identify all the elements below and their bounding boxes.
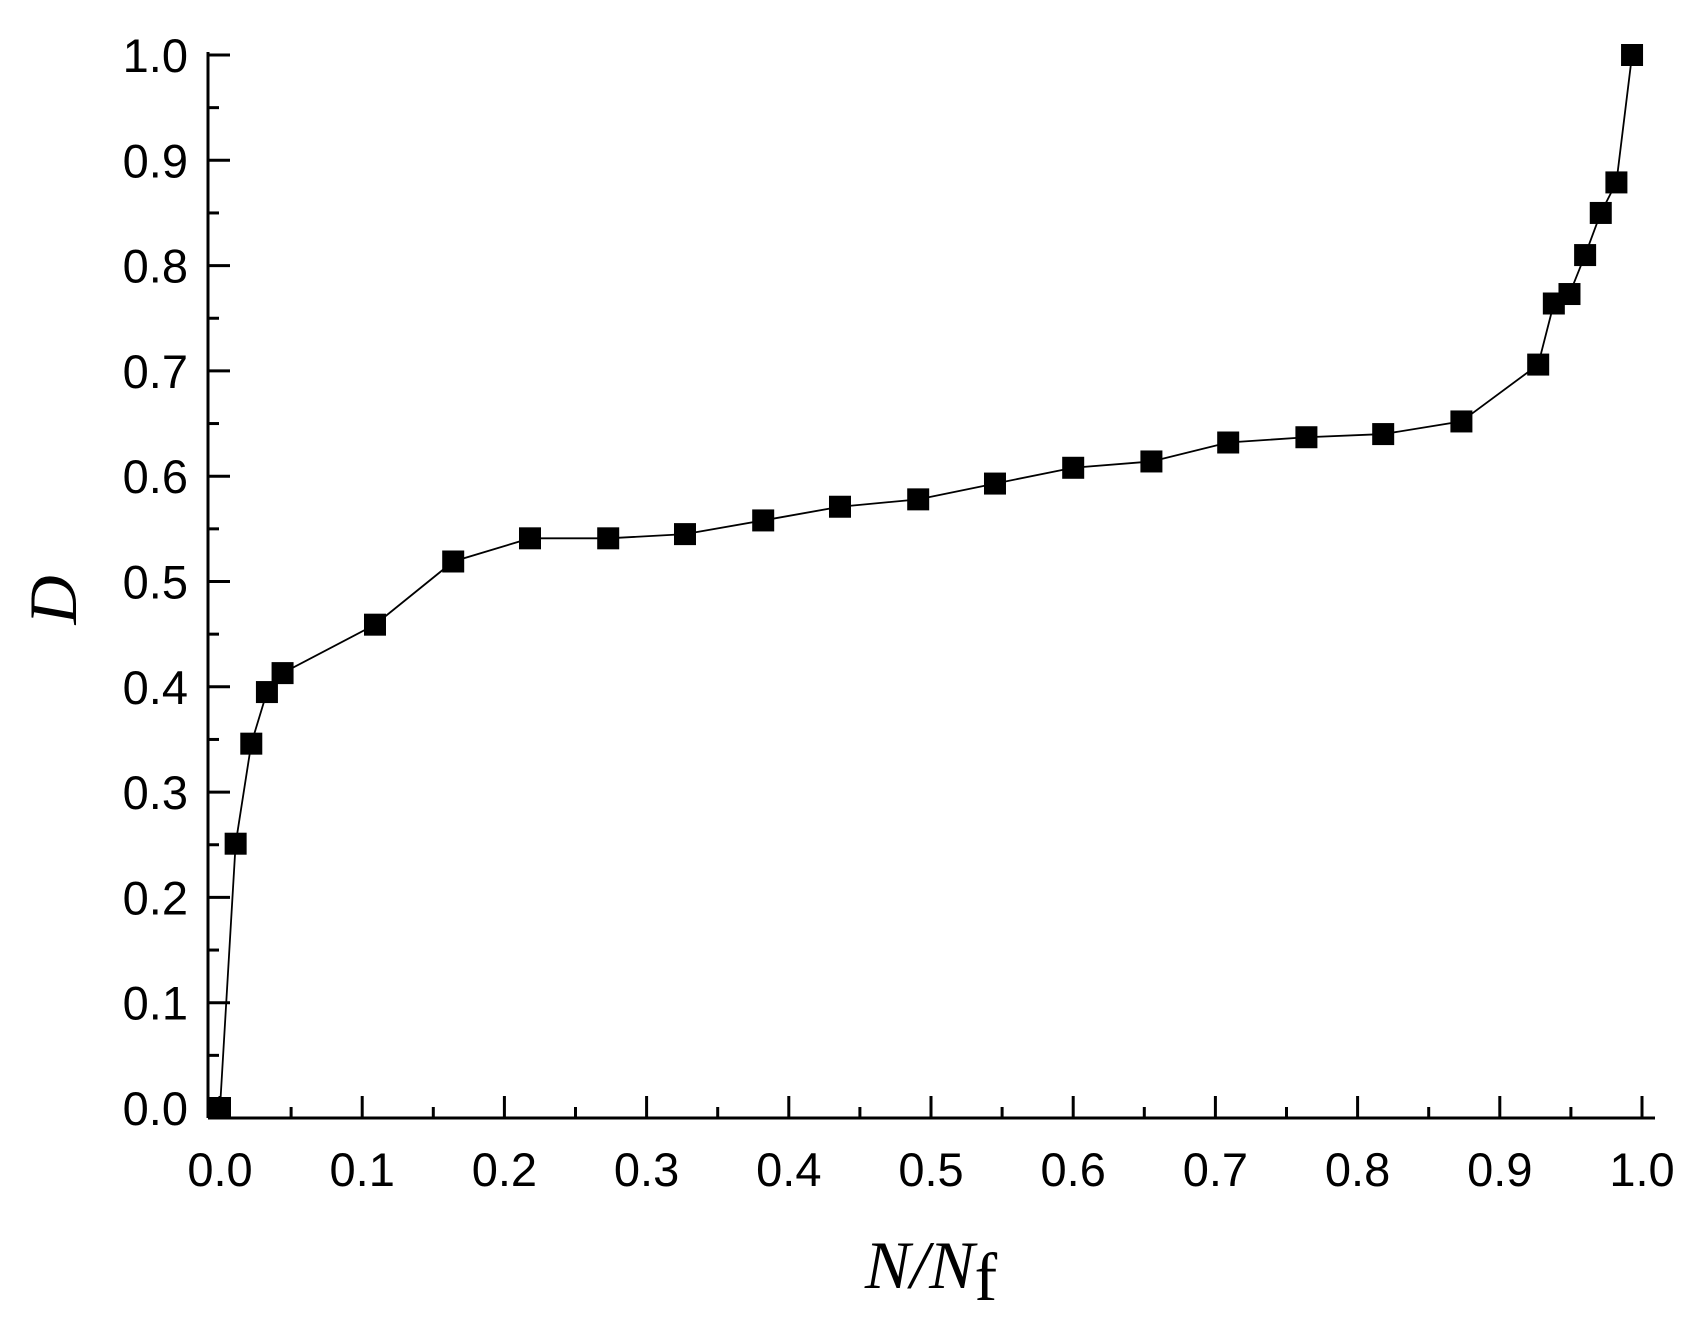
data-point — [1574, 244, 1597, 267]
y-tick-label: 0.7 — [123, 345, 188, 398]
data-point — [1527, 353, 1550, 376]
data-point — [1062, 456, 1085, 479]
data-point — [363, 613, 386, 636]
y-tick-label: 1.0 — [123, 29, 188, 82]
y-tick-label: 0.6 — [123, 450, 188, 503]
data-point — [1589, 201, 1612, 224]
y-tick-label: 0.4 — [123, 661, 188, 714]
data-point — [983, 472, 1006, 495]
data-point — [907, 488, 930, 511]
y-tick-label: 0.2 — [123, 871, 188, 924]
series-line — [219, 54, 1633, 1109]
data-point — [752, 509, 775, 532]
x-tick-label: 0.0 — [187, 1143, 252, 1196]
x-tick-label: 0.8 — [1325, 1143, 1390, 1196]
data-series — [209, 44, 1644, 1119]
x-tick-label: 0.9 — [1467, 1143, 1532, 1196]
y-tick-label: 0.0 — [123, 1082, 188, 1135]
x-tick-label: 0.5 — [898, 1143, 963, 1196]
x-tick-label: 0.4 — [756, 1143, 821, 1196]
data-point — [442, 550, 465, 573]
x-axis-title-sub: f — [974, 1239, 997, 1315]
data-point — [1558, 283, 1581, 306]
x-tick-label: 1.0 — [1609, 1143, 1674, 1196]
data-point — [1140, 450, 1163, 473]
x-axis-title: N/Nf — [864, 1227, 998, 1315]
x-tick-label: 0.2 — [472, 1143, 537, 1196]
y-tick-label: 0.1 — [123, 977, 188, 1030]
data-point — [828, 495, 851, 518]
data-point — [240, 732, 263, 755]
data-point — [1372, 423, 1395, 446]
x-tick-label: 0.1 — [330, 1143, 395, 1196]
data-point — [1450, 410, 1473, 433]
x-axis-title-main: N/N — [864, 1227, 978, 1303]
y-axis-title: D — [15, 575, 91, 625]
x-tick-label: 0.3 — [614, 1143, 679, 1196]
data-point — [255, 681, 278, 704]
data-point — [673, 523, 696, 546]
y-ticks: 0.0 0.1 0.2 0.3 0.4 0.5 0.6 0.7 0.8 0.9 1.0 — [123, 29, 230, 1135]
data-point — [1605, 171, 1628, 194]
y-tick-label: 0.3 — [123, 766, 188, 819]
y-tick-label: 0.9 — [123, 134, 188, 187]
data-point — [1621, 44, 1644, 66]
data-point — [518, 527, 541, 550]
y-tick-label: 0.8 — [123, 240, 188, 293]
data-point — [271, 662, 294, 685]
data-point — [209, 1097, 231, 1119]
data-point — [1217, 431, 1240, 454]
data-point — [597, 527, 620, 550]
data-point — [1295, 426, 1318, 449]
x-tick-label: 0.6 — [1041, 1143, 1106, 1196]
x-tick-label: 0.7 — [1183, 1143, 1248, 1196]
y-tick-label: 0.5 — [123, 556, 188, 609]
data-point — [224, 832, 247, 855]
x-ticks: 0.0 0.1 0.2 0.3 0.4 0.5 0.6 0.7 0.8 0.9 1.0 — [187, 1096, 1675, 1196]
